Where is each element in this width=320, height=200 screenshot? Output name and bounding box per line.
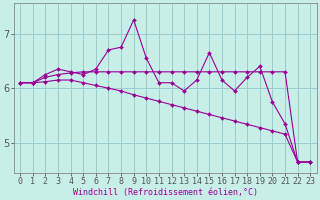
- X-axis label: Windchill (Refroidissement éolien,°C): Windchill (Refroidissement éolien,°C): [73, 188, 258, 197]
